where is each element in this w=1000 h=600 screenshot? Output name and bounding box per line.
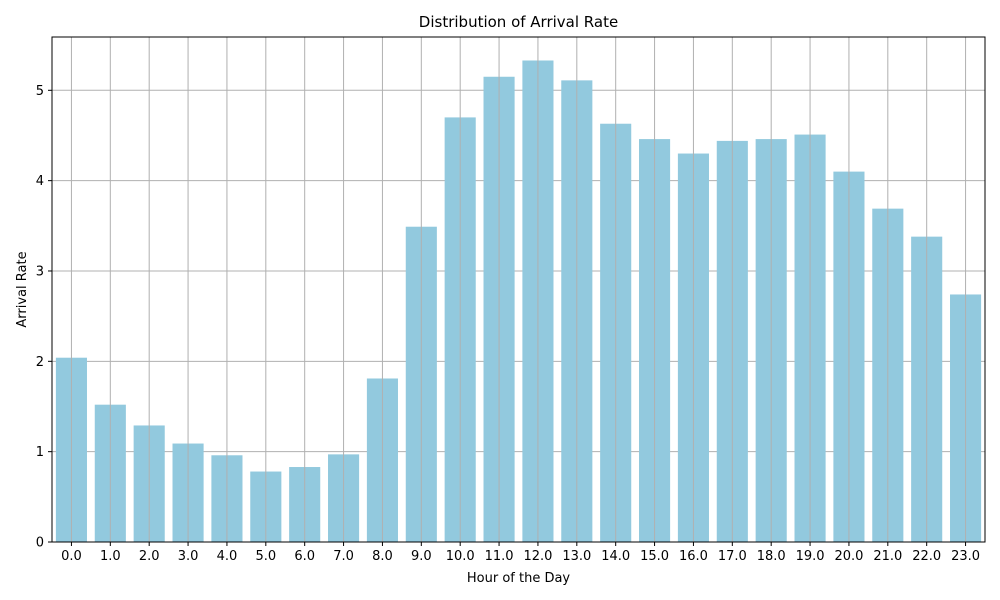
x-tick-label: 11.0	[485, 549, 514, 564]
x-tick-label: 8.0	[372, 549, 393, 564]
x-tick-label: 5.0	[255, 549, 276, 564]
bars	[55, 60, 982, 543]
x-tick-label: 15.0	[640, 549, 669, 564]
x-tick-label: 0.0	[61, 549, 82, 564]
x-tick-label: 10.0	[446, 549, 475, 564]
y-tick-label: 1	[36, 445, 44, 460]
x-tick-label: 20.0	[834, 549, 863, 564]
x-axis-ticks: 0.0 1.0 2.0 3.0 4.0 5.0 6.0 7.0 8.0 9.0 10.0 11.0 12…	[61, 542, 980, 564]
x-tick-label: 14.0	[601, 549, 630, 564]
x-tick-label: 6.0	[294, 549, 315, 564]
x-tick-label: 13.0	[562, 549, 591, 564]
y-tick-label: 2	[36, 355, 44, 370]
x-tick-label: 17.0	[718, 549, 747, 564]
x-tick-label: 23.0	[951, 549, 980, 564]
vertical-grid	[70, 37, 967, 542]
x-tick-label: 9.0	[411, 549, 432, 564]
x-tick-label: 22.0	[912, 549, 941, 564]
x-tick-label: 18.0	[757, 549, 786, 564]
x-tick-label: 2.0	[139, 549, 160, 564]
y-tick-label: 5	[36, 84, 44, 99]
y-tick-label: 3	[36, 264, 44, 279]
y-tick-label: 4	[36, 174, 44, 189]
x-tick-label: 19.0	[796, 549, 825, 564]
x-tick-label: 1.0	[100, 549, 121, 564]
plot-frame	[51, 36, 986, 543]
y-tick-label: 0	[36, 536, 44, 551]
y-axis-ticks: 0 1 2 3 4 5	[36, 84, 52, 551]
x-axis-label: Hour of the Day	[467, 571, 571, 586]
x-tick-label: 16.0	[679, 549, 708, 564]
x-tick-label: 4.0	[217, 549, 238, 564]
x-tick-label: 21.0	[873, 549, 902, 564]
x-tick-label: 12.0	[523, 549, 552, 564]
y-axis-label: Arrival Rate	[15, 251, 30, 327]
x-tick-label: 7.0	[333, 549, 354, 564]
x-tick-label: 3.0	[178, 549, 199, 564]
chart-title: Distribution of Arrival Rate	[419, 13, 618, 31]
